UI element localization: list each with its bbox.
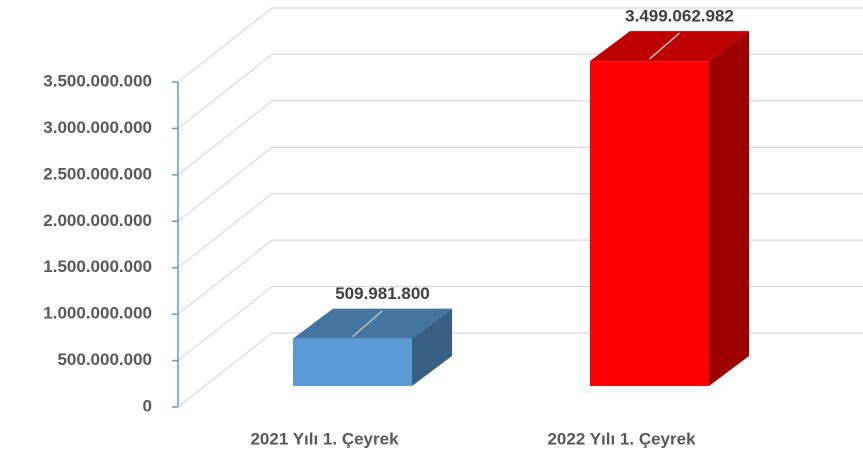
y-tick-label: 3.500.000.000 — [43, 71, 152, 90]
bar — [590, 31, 749, 387]
bar-front — [293, 338, 412, 386]
grid-line — [177, 285, 863, 362]
x-tick-label: 2021 Yılı 1. Çeyrek — [250, 429, 399, 448]
y-tick-label: 3.000.000.000 — [43, 118, 152, 137]
grid-line — [177, 53, 863, 129]
bar-front — [590, 61, 709, 387]
bar-top — [590, 31, 749, 62]
x-tick-label: 2022 Yılı 1. Çeyrek — [547, 429, 696, 448]
bar-side — [412, 308, 452, 386]
bar — [293, 308, 452, 386]
bar-top — [293, 308, 452, 339]
grid-line — [177, 332, 863, 408]
y-tick-label: 2.500.000.000 — [43, 164, 152, 183]
value-label: 509.981.800 — [335, 284, 430, 303]
y-tick-label: 1.000.000.000 — [43, 304, 152, 323]
leader-line — [352, 310, 383, 338]
leader-line — [649, 32, 680, 60]
y-tick-label: 500.000.000 — [57, 350, 152, 369]
value-label: 3.499.062.982 — [625, 7, 734, 26]
grid-line — [177, 100, 863, 176]
bar-side — [709, 31, 749, 387]
grid-line — [177, 146, 863, 222]
y-tick-label: 1.500.000.000 — [43, 257, 152, 276]
grid-line — [177, 193, 863, 269]
grid-line — [177, 7, 863, 83]
y-tick-label: 0 — [143, 396, 152, 415]
y-tick-label: 2.000.000.000 — [43, 211, 152, 230]
grid-line — [177, 239, 863, 315]
